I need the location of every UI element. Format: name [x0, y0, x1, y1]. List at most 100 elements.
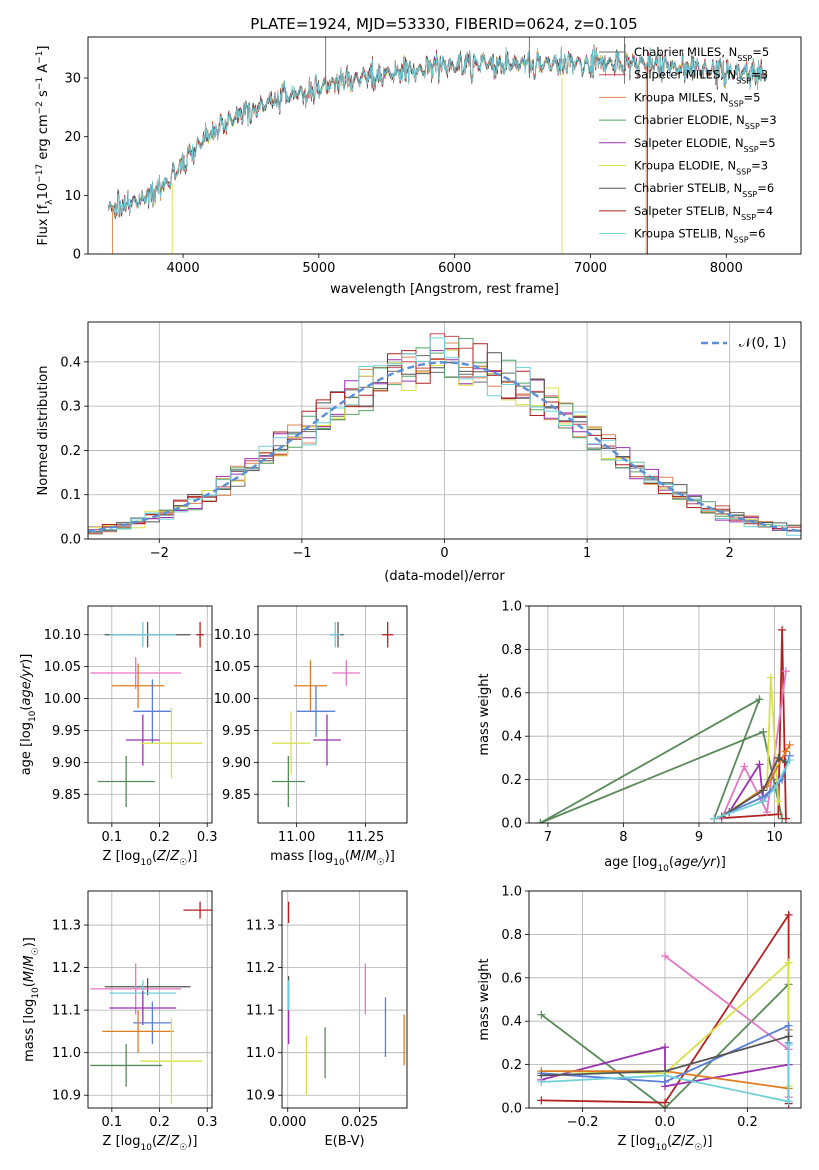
weight-point-marker: [740, 762, 749, 771]
x-tick-label: 0: [440, 546, 448, 561]
weight-series-line: [713, 759, 791, 820]
weight-point-marker: [785, 756, 794, 765]
x-tick-label: 11.25: [347, 830, 384, 845]
y-tick-label: 0.6: [501, 971, 522, 986]
weight-point-marker: [778, 625, 787, 634]
weight-point-marker: [784, 1041, 793, 1050]
y-tick-label: 1.0: [501, 885, 522, 900]
residuals-xlabel: (data-model)/error: [384, 569, 505, 584]
legend-entry: Kroupa ELODIE, NSSP=3: [634, 159, 768, 177]
axes-frame: [281, 890, 408, 1109]
x-tick-label: 7: [544, 830, 552, 845]
x-tick-label: −2: [150, 546, 169, 561]
x-tick-label: 0.3: [197, 830, 218, 845]
legend-entry: Kroupa MILES, NSSP=5: [634, 90, 760, 108]
y-tick-label: 11.3: [246, 919, 275, 934]
x-tick-label: 0.2: [149, 830, 170, 845]
y-tick-label: 0: [73, 248, 81, 263]
y-tick-label: 0.8: [501, 928, 522, 943]
y-tick-label: 9.90: [222, 756, 251, 771]
weight-point-marker: [770, 784, 779, 793]
y-tick-label: 0.2: [60, 444, 81, 459]
weight-point-marker: [784, 910, 793, 919]
legend-entry: Salpeter STELIB, NSSP=4: [634, 204, 773, 222]
x-tick-label: 0.1: [102, 1115, 123, 1130]
legend-entry: Kroupa STELIB, NSSP=6: [634, 227, 765, 245]
x-tick-label: 0.025: [341, 1115, 378, 1130]
weight-point-marker: [781, 747, 790, 756]
weight-point-marker: [774, 753, 783, 762]
y-tick-label: 10.00: [214, 692, 251, 707]
x-tick-label: 0.3: [197, 1115, 218, 1130]
legend-entry: 𝒩(0, 1): [739, 336, 786, 351]
weight-point-marker: [759, 786, 768, 795]
weight-point-marker: [784, 958, 793, 967]
weight-series-line: [540, 983, 790, 1108]
y-tick-label: 10.9: [246, 1089, 275, 1104]
y-tick-label: 0.4: [501, 1015, 522, 1030]
axes-frame: [87, 321, 802, 540]
legend-entry: Salpeter ELODIE, NSSP=5: [634, 136, 776, 154]
x-tick-label: 0.000: [269, 1115, 306, 1130]
weight-point-marker: [784, 1097, 793, 1106]
y-tick-label: 0.8: [501, 643, 522, 658]
y-tick-label: 0.0: [501, 1102, 522, 1117]
y-tick-label: 10.05: [214, 660, 251, 675]
axes-frame: [257, 605, 408, 824]
weight-point-marker: [661, 1098, 669, 1107]
weight-point-marker: [774, 810, 783, 819]
weight-point-marker: [774, 797, 783, 806]
panel-age_vs_Z: 0.1 0.2 0.3 9.85 9.90 9.95 10.00 10.05 10.10 Z [l…: [19, 605, 218, 868]
y-tick-label: 0.4: [501, 730, 522, 745]
panel-mass_vs_Z: 0.1 0.2 0.3 10.9 11.0 11.1 11.2 11.3 Z [log10(Z/…: [22, 890, 218, 1153]
weight-point-marker: [661, 1043, 669, 1052]
weight-point-marker: [766, 673, 775, 682]
weight-series-line: [541, 1046, 789, 1088]
axes-frame: [87, 605, 213, 824]
y-tick-label: 0.6: [501, 686, 522, 701]
x-tick-label: 0.2: [149, 1115, 170, 1130]
legend-entry: Chabrier STELIB, NSSP=6: [634, 181, 774, 199]
y-tick-label: 11.3: [52, 919, 81, 934]
weight-point-marker: [755, 760, 764, 769]
x-tick-label: 7000: [574, 261, 607, 276]
mass-weight-ylabel: mass weight: [477, 673, 492, 755]
x-tick-label: 4000: [167, 261, 200, 276]
x-tick-label: 2: [726, 546, 734, 561]
weight-series-line: [541, 1045, 790, 1103]
spectrum-series-line: [108, 46, 768, 217]
legend-entry: Chabrier MILES, NSSP=5: [634, 45, 769, 63]
y-tick-label: 0.2: [501, 1058, 522, 1073]
age-vs-Z-xlabel: Z [log10(Z/Z☉)]: [103, 849, 198, 868]
x-tick-label: 0.1: [102, 830, 123, 845]
x-tick-label: 8: [619, 830, 627, 845]
weight-point-marker: [537, 1077, 546, 1086]
y-tick-label: 9.95: [52, 724, 81, 739]
x-tick-label: 1: [583, 546, 591, 561]
y-tick-label: 10.10: [44, 628, 81, 643]
weight-point-marker: [759, 797, 768, 806]
x-tick-label: −0.2: [567, 1115, 599, 1130]
y-tick-label: 1.0: [501, 600, 522, 615]
axes-frame: [528, 605, 802, 824]
x-tick-label: 11.00: [278, 830, 315, 845]
x-tick-label: 0.2: [737, 1115, 758, 1130]
y-tick-label: 11.1: [246, 1004, 275, 1019]
weight-point-marker: [763, 808, 771, 817]
spectrum-ylabel: Flux [fλ10−17 erg cm−2 s−1 A−1]: [35, 46, 55, 246]
age-vs-mass-xlabel: mass [log10(M/M☉)]: [270, 849, 395, 868]
mass-ylabel: mass [log10(M/M☉)]: [22, 937, 41, 1062]
y-tick-label: 9.95: [222, 724, 251, 739]
y-tick-label: 0.4: [60, 355, 81, 370]
weight-Z-xlabel: Z [log10(Z/Z☉)]: [618, 1134, 713, 1153]
weight-series-line: [539, 697, 783, 823]
panel-residuals: −2 −1 0 1 2 0.0 0.1 0.2 0.3 0.4 (data-model)/error…: [36, 321, 802, 584]
panel-mass_vs_ebv: 0.000 0.025 10.9 11.0 11.1 11.2 11.3 E(B-V): [246, 890, 408, 1149]
y-tick-label: 10.05: [44, 660, 81, 675]
x-tick-label: 9: [695, 830, 703, 845]
legend-entry: Chabrier ELODIE, NSSP=3: [634, 113, 777, 131]
y-tick-label: 11.1: [52, 1004, 81, 1019]
y-tick-label: 0.1: [60, 488, 81, 503]
